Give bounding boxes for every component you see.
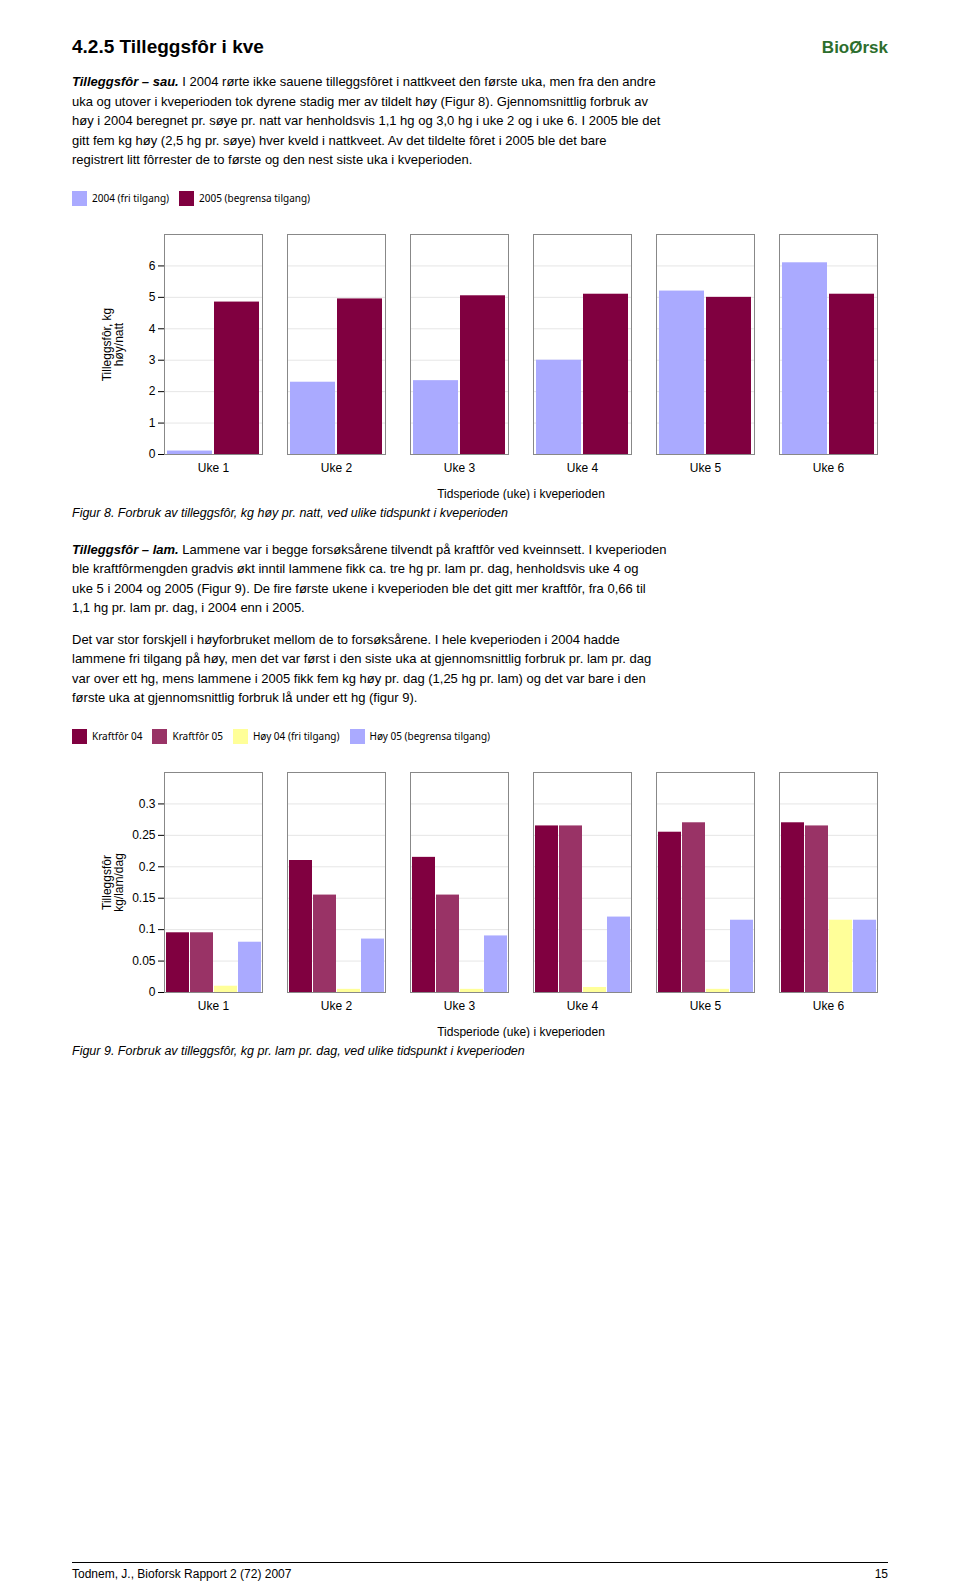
html-text:4.2.5 Tilleggsfôr i kve: 4.2.5 Tilleggsfôr i kve bbox=[72, 36, 264, 57]
svg-text:Tidsperiode (uke) i kveperiode: Tidsperiode (uke) i kveperioden bbox=[437, 486, 605, 500]
svg-text:4: 4 bbox=[149, 321, 156, 335]
svg-text:Tidsperiode (uke) i kveperiode: Tidsperiode (uke) i kveperioden bbox=[437, 1024, 605, 1038]
html-text:Kraftfôr 04: Kraftfôr 04 bbox=[92, 729, 143, 743]
html-text:Tilleggsfôr – lam. Lammene var: Tilleggsfôr – lam. Lammene var i begge f… bbox=[72, 541, 667, 615]
svg-text:1: 1 bbox=[149, 415, 156, 429]
html-text:Høy 04 (fri tilgang): Høy 04 (fri tilgang) bbox=[252, 729, 340, 743]
html-text:Det var stor forskjell i høyfo: Det var stor forskjell i høyforbruket me… bbox=[72, 631, 652, 705]
svg-text:Uke 6: Uke 6 bbox=[813, 999, 845, 1013]
svg-text:Uke 3: Uke 3 bbox=[444, 461, 476, 475]
svg-text:0.1: 0.1 bbox=[139, 922, 156, 936]
svg-text:0: 0 bbox=[149, 447, 156, 461]
svg-text:Tilleggsfôr, kghøy/natt: Tilleggsfôr, kghøy/natt bbox=[100, 307, 126, 381]
svg-text:2: 2 bbox=[149, 384, 156, 398]
svg-text:Uke 2: Uke 2 bbox=[321, 999, 353, 1013]
html-text:Tilleggsfôr – sau. I 2004 rørt: Tilleggsfôr – sau. I 2004 rørte ikke sau… bbox=[72, 74, 661, 167]
html-text:BioØrsk: BioØrsk bbox=[821, 38, 888, 57]
svg-text:0: 0 bbox=[149, 985, 156, 999]
html-text:2005 (begrensa tilgang): 2005 (begrensa tilgang) bbox=[199, 191, 311, 205]
html-text:Figur 8. Forbruk av tilleggsfô: Figur 8. Forbruk av tilleggsfôr, kg høy … bbox=[72, 505, 508, 520]
html-text:Figur 9. Forbruk av tilleggsfô: Figur 9. Forbruk av tilleggsfôr, kg pr. … bbox=[72, 1043, 525, 1058]
svg-text:Uke 2: Uke 2 bbox=[321, 461, 353, 475]
html-text:Todnem, J., Bioforsk Rapport 2: Todnem, J., Bioforsk Rapport 2 (72) 2007 bbox=[72, 1567, 292, 1581]
svg-text:Uke 5: Uke 5 bbox=[690, 999, 722, 1013]
svg-text:Uke 5: Uke 5 bbox=[690, 461, 722, 475]
html-text:2004 (fri tilgang): 2004 (fri tilgang) bbox=[92, 191, 170, 205]
svg-text:0.05: 0.05 bbox=[132, 953, 156, 967]
svg-text:Uke 4: Uke 4 bbox=[567, 999, 599, 1013]
html-text:Kraftfôr 05: Kraftfôr 05 bbox=[172, 729, 223, 743]
svg-text:5: 5 bbox=[149, 290, 156, 304]
svg-text:Uke 1: Uke 1 bbox=[198, 461, 230, 475]
svg-text:0.25: 0.25 bbox=[132, 828, 156, 842]
svg-text:Tilleggsfôrkg/lam/dag: Tilleggsfôrkg/lam/dag bbox=[100, 853, 126, 912]
svg-text:0.2: 0.2 bbox=[139, 859, 156, 873]
svg-text:3: 3 bbox=[149, 353, 156, 367]
svg-text:Uke 1: Uke 1 bbox=[198, 999, 230, 1013]
svg-text:Uke 3: Uke 3 bbox=[444, 999, 476, 1013]
svg-text:Uke 4: Uke 4 bbox=[567, 461, 599, 475]
svg-text:0.3: 0.3 bbox=[139, 796, 156, 810]
html-text:15: 15 bbox=[874, 1567, 888, 1581]
html-text:Høy 05 (begrensa tilgang): Høy 05 (begrensa tilgang) bbox=[369, 729, 491, 743]
svg-text:6: 6 bbox=[149, 258, 156, 272]
svg-text:0.15: 0.15 bbox=[132, 891, 156, 905]
svg-text:Uke 6: Uke 6 bbox=[813, 461, 845, 475]
